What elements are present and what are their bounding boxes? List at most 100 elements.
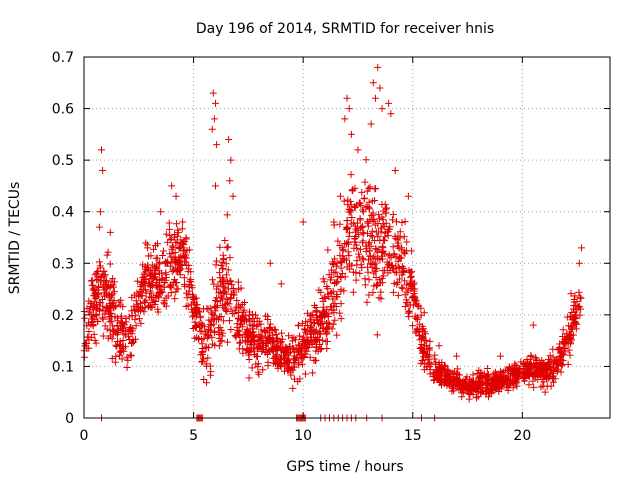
data-point (379, 244, 387, 252)
data-point (378, 242, 386, 250)
data-point (94, 267, 102, 275)
data-point (106, 309, 114, 317)
data-point (504, 373, 512, 381)
data-point (238, 301, 246, 309)
data-point (197, 319, 205, 327)
data-point (483, 373, 491, 381)
data-point (449, 383, 457, 391)
data-point (417, 304, 425, 312)
data-point (217, 337, 225, 345)
data-point (505, 363, 513, 371)
data-point (336, 252, 344, 260)
data-point (165, 219, 173, 227)
data-point (268, 344, 276, 352)
data-point (159, 247, 167, 255)
data-point (261, 348, 269, 356)
data-point (243, 346, 251, 354)
data-point (113, 343, 121, 351)
data-point (347, 171, 355, 179)
data-point (344, 248, 352, 256)
data-point (529, 377, 537, 385)
data-point (337, 300, 345, 308)
data-point (551, 356, 559, 364)
data-point (482, 387, 490, 395)
data-point (526, 365, 534, 373)
data-point (404, 309, 412, 317)
data-point (450, 387, 458, 395)
data-point (92, 294, 100, 302)
data-point (163, 259, 171, 267)
data-point (191, 334, 199, 342)
data-point (331, 255, 339, 263)
data-point (269, 331, 277, 339)
data-point (513, 375, 521, 383)
data-point (407, 268, 415, 276)
data-point (568, 324, 576, 332)
data-point (182, 234, 190, 242)
data-point (221, 284, 229, 292)
data-point (401, 277, 409, 285)
data-point (151, 265, 159, 273)
data-point (291, 355, 299, 363)
data-point (247, 332, 255, 340)
data-point (549, 364, 557, 372)
data-point (90, 298, 98, 306)
data-point (252, 311, 260, 319)
data-point (109, 275, 117, 283)
data-point (146, 272, 154, 280)
data-point (333, 331, 341, 339)
data-point (171, 230, 179, 238)
data-point (124, 356, 132, 364)
data-point (296, 332, 304, 340)
data-point (126, 351, 134, 359)
data-point (419, 356, 427, 364)
data-point (344, 196, 352, 204)
data-point (106, 228, 114, 236)
data-point (233, 296, 241, 304)
data-point (152, 254, 160, 262)
data-point (185, 287, 193, 295)
data-point (557, 348, 565, 356)
data-point (530, 383, 538, 391)
data-point (378, 105, 386, 113)
data-points (80, 63, 586, 422)
data-point (410, 287, 418, 295)
data-point (221, 237, 229, 245)
data-point (364, 229, 372, 237)
data-point (435, 372, 443, 380)
data-point (327, 273, 335, 281)
data-point (362, 203, 370, 211)
data-point (188, 294, 196, 302)
data-point (248, 310, 256, 318)
data-point (316, 312, 324, 320)
data-point (243, 336, 251, 344)
data-point (212, 182, 219, 190)
data-point (271, 326, 279, 334)
y-tick-label: 0 (65, 411, 74, 427)
data-point (343, 216, 351, 224)
data-point (362, 248, 370, 256)
data-point (162, 274, 170, 282)
data-point (511, 360, 519, 368)
data-point (383, 204, 391, 212)
data-point (456, 378, 464, 386)
data-point (371, 196, 379, 204)
data-point (370, 269, 378, 277)
data-point (333, 293, 341, 301)
data-point (195, 335, 203, 343)
data-point (245, 311, 253, 319)
data-point (360, 195, 368, 203)
data-point (113, 330, 121, 338)
data-point (294, 322, 302, 330)
data-point (101, 310, 109, 318)
data-point (264, 336, 272, 344)
data-point (322, 330, 330, 338)
data-point (527, 351, 535, 359)
data-point (470, 382, 478, 390)
data-point (409, 322, 417, 330)
data-point (131, 312, 139, 320)
data-point (231, 307, 239, 315)
data-point (150, 274, 158, 282)
data-point (352, 276, 360, 284)
